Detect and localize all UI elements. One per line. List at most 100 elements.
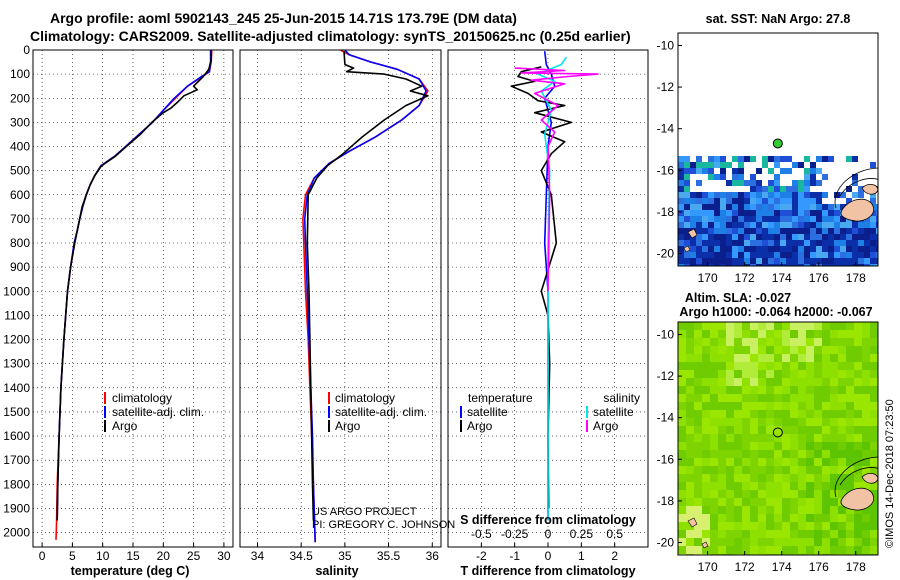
- sst-cell: [756, 264, 762, 266]
- sla-cell: [686, 378, 694, 386]
- sla-cell: [846, 522, 854, 530]
- sla-cell: [854, 514, 862, 522]
- sla-cell: [726, 450, 734, 458]
- sla-cell: [774, 330, 782, 338]
- sst-cell: [738, 162, 744, 168]
- sla-cell: [742, 514, 750, 522]
- sst-cell: [678, 186, 684, 192]
- sst-cell: [870, 252, 876, 258]
- sla-cell: [678, 506, 686, 514]
- sla-cell: [782, 386, 790, 394]
- sst-map-land: [683, 167, 878, 253]
- sla-cell: [790, 466, 798, 474]
- sla-cell: [862, 426, 870, 434]
- legend-swatch-s-satellite: [586, 406, 588, 418]
- sst-cell: [762, 240, 768, 246]
- sla-cell: [710, 530, 718, 538]
- sst-cell: [762, 234, 768, 240]
- sla-cell: [694, 346, 702, 354]
- sla-cell: [750, 346, 758, 354]
- sla-cell: [814, 426, 822, 434]
- sst-cell: [870, 240, 876, 246]
- sst-cell: [780, 192, 786, 198]
- sla-cell: [774, 506, 782, 514]
- sst-cell: [876, 228, 878, 234]
- sst-cell: [702, 210, 708, 216]
- sst-cell: [708, 264, 714, 266]
- sla-cell: [726, 538, 734, 546]
- sla-cell: [822, 322, 830, 330]
- sst-cell: [714, 198, 720, 204]
- sst-cell: [744, 252, 750, 258]
- sla-cell: [822, 402, 830, 410]
- sla-cell: [758, 354, 766, 362]
- sst-cell: [738, 246, 744, 252]
- sst-cell: [756, 252, 762, 258]
- sst-cell: [804, 252, 810, 258]
- sst-cell: [684, 234, 690, 240]
- sla-cell: [758, 378, 766, 386]
- x-tick-label: 15: [126, 549, 140, 563]
- sla-cell: [774, 322, 782, 330]
- sla-cell: [798, 386, 806, 394]
- sla-cell: [806, 410, 814, 418]
- sla-cell: [702, 514, 710, 522]
- sst-cell: [768, 186, 774, 192]
- sla-cell: [814, 322, 822, 330]
- sst-cell: [714, 252, 720, 258]
- sla-cell: [742, 458, 750, 466]
- sst-cell: [780, 246, 786, 252]
- sla-cell: [814, 442, 822, 450]
- sla-cell: [742, 490, 750, 498]
- sla-cell: [798, 434, 806, 442]
- sla-cell: [814, 394, 822, 402]
- sla-cell: [782, 338, 790, 346]
- sla-cell: [822, 530, 830, 538]
- sla-cell: [758, 546, 766, 554]
- sst-cell: [732, 180, 738, 186]
- sst-cell: [786, 156, 792, 162]
- sst-cell: [780, 234, 786, 240]
- sst-cell: [726, 180, 732, 186]
- sla-cell: [814, 330, 822, 338]
- sla-cell: [870, 498, 878, 506]
- sst-cell: [768, 222, 774, 228]
- sla-cell: [774, 442, 782, 450]
- sla-cell: [862, 522, 870, 530]
- sst-cell: [720, 222, 726, 228]
- sla-cell: [862, 410, 870, 418]
- sla-cell: [678, 458, 686, 466]
- sla-cell: [766, 530, 774, 538]
- sla-cell: [814, 370, 822, 378]
- sst-cell: [702, 162, 708, 168]
- sst-cell: [720, 174, 726, 180]
- sla-cell: [734, 450, 742, 458]
- sla-cell: [702, 322, 710, 330]
- sst-cell: [750, 216, 756, 222]
- sla-cell: [814, 386, 822, 394]
- sla-cell: [718, 370, 726, 378]
- legend-label-t-satellite: satellite: [467, 405, 508, 419]
- sst-cell: [762, 162, 768, 168]
- sla-cell: [838, 538, 846, 546]
- sla-cell: [806, 490, 814, 498]
- sst-cell: [732, 192, 738, 198]
- sst-cell: [846, 240, 852, 246]
- series-line-t-argo: [510, 66, 573, 509]
- sst-cell: [870, 234, 876, 240]
- sla-cell: [726, 378, 734, 386]
- sst-cell: [714, 240, 720, 246]
- sla-cell: [742, 418, 750, 426]
- sla-cell: [862, 354, 870, 362]
- sla-cell: [710, 466, 718, 474]
- sla-cell: [678, 394, 686, 402]
- sst-cell: [690, 168, 696, 174]
- sla-cell: [750, 354, 758, 362]
- sst-cell: [858, 264, 864, 266]
- sst-cell: [726, 204, 732, 210]
- sla-cell: [846, 530, 854, 538]
- sst-cell: [864, 228, 870, 234]
- sla-cell: [838, 434, 846, 442]
- sla-cell: [830, 322, 838, 330]
- sst-cell: [798, 162, 804, 168]
